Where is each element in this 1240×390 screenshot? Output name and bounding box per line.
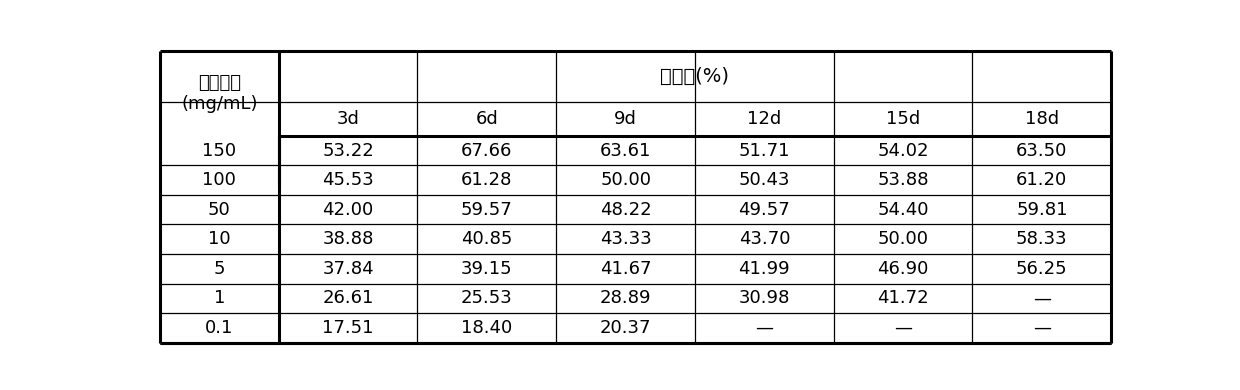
Text: 46.90: 46.90 bbox=[878, 260, 929, 278]
Text: 61.28: 61.28 bbox=[461, 171, 512, 189]
Text: —: — bbox=[894, 319, 913, 337]
Text: 43.70: 43.70 bbox=[739, 230, 790, 248]
Text: 26.61: 26.61 bbox=[322, 289, 373, 307]
Text: 50.43: 50.43 bbox=[739, 171, 790, 189]
Text: 53.22: 53.22 bbox=[322, 142, 374, 160]
Text: 50: 50 bbox=[208, 200, 231, 219]
Text: 抑菌率(%): 抑菌率(%) bbox=[661, 67, 729, 86]
Text: 150: 150 bbox=[202, 142, 237, 160]
Text: 40.85: 40.85 bbox=[461, 230, 512, 248]
Text: 59.57: 59.57 bbox=[461, 200, 512, 219]
Text: 48.22: 48.22 bbox=[600, 200, 651, 219]
Text: —: — bbox=[1033, 289, 1050, 307]
Text: 17.51: 17.51 bbox=[322, 319, 373, 337]
Text: 53.88: 53.88 bbox=[878, 171, 929, 189]
Text: 3d: 3d bbox=[337, 110, 360, 128]
Text: 59.81: 59.81 bbox=[1016, 200, 1068, 219]
Text: —: — bbox=[755, 319, 774, 337]
Text: 9d: 9d bbox=[614, 110, 637, 128]
Text: 41.99: 41.99 bbox=[739, 260, 790, 278]
Text: 63.61: 63.61 bbox=[600, 142, 651, 160]
Text: 42.00: 42.00 bbox=[322, 200, 373, 219]
Text: 54.02: 54.02 bbox=[878, 142, 929, 160]
Text: 100: 100 bbox=[202, 171, 236, 189]
Text: 67.66: 67.66 bbox=[461, 142, 512, 160]
Text: 56.25: 56.25 bbox=[1016, 260, 1068, 278]
Text: 39.15: 39.15 bbox=[461, 260, 512, 278]
Text: 51.71: 51.71 bbox=[739, 142, 790, 160]
Text: 58.33: 58.33 bbox=[1016, 230, 1068, 248]
Text: (mg/mL): (mg/mL) bbox=[181, 95, 258, 113]
Text: 61.20: 61.20 bbox=[1017, 171, 1068, 189]
Text: 50.00: 50.00 bbox=[600, 171, 651, 189]
Text: 30.98: 30.98 bbox=[739, 289, 790, 307]
Text: —: — bbox=[1033, 319, 1050, 337]
Text: 1: 1 bbox=[213, 289, 224, 307]
Text: 6d: 6d bbox=[475, 110, 498, 128]
Text: 5: 5 bbox=[213, 260, 224, 278]
Text: 0.1: 0.1 bbox=[205, 319, 233, 337]
Text: 50.00: 50.00 bbox=[878, 230, 929, 248]
Text: 15d: 15d bbox=[885, 110, 920, 128]
Text: 10: 10 bbox=[208, 230, 231, 248]
Text: 45.53: 45.53 bbox=[322, 171, 374, 189]
Text: 41.67: 41.67 bbox=[600, 260, 651, 278]
Text: 28.89: 28.89 bbox=[600, 289, 651, 307]
Text: 25.53: 25.53 bbox=[461, 289, 512, 307]
Text: 54.40: 54.40 bbox=[878, 200, 929, 219]
Text: 43.33: 43.33 bbox=[600, 230, 651, 248]
Text: 37.84: 37.84 bbox=[322, 260, 374, 278]
Text: 49.57: 49.57 bbox=[739, 200, 790, 219]
Text: 12d: 12d bbox=[748, 110, 781, 128]
Text: 38.88: 38.88 bbox=[322, 230, 373, 248]
Text: 18.40: 18.40 bbox=[461, 319, 512, 337]
Text: 18d: 18d bbox=[1024, 110, 1059, 128]
Text: 药物浓度: 药物浓度 bbox=[197, 74, 241, 92]
Text: 41.72: 41.72 bbox=[877, 289, 929, 307]
Text: 20.37: 20.37 bbox=[600, 319, 651, 337]
Text: 63.50: 63.50 bbox=[1016, 142, 1068, 160]
